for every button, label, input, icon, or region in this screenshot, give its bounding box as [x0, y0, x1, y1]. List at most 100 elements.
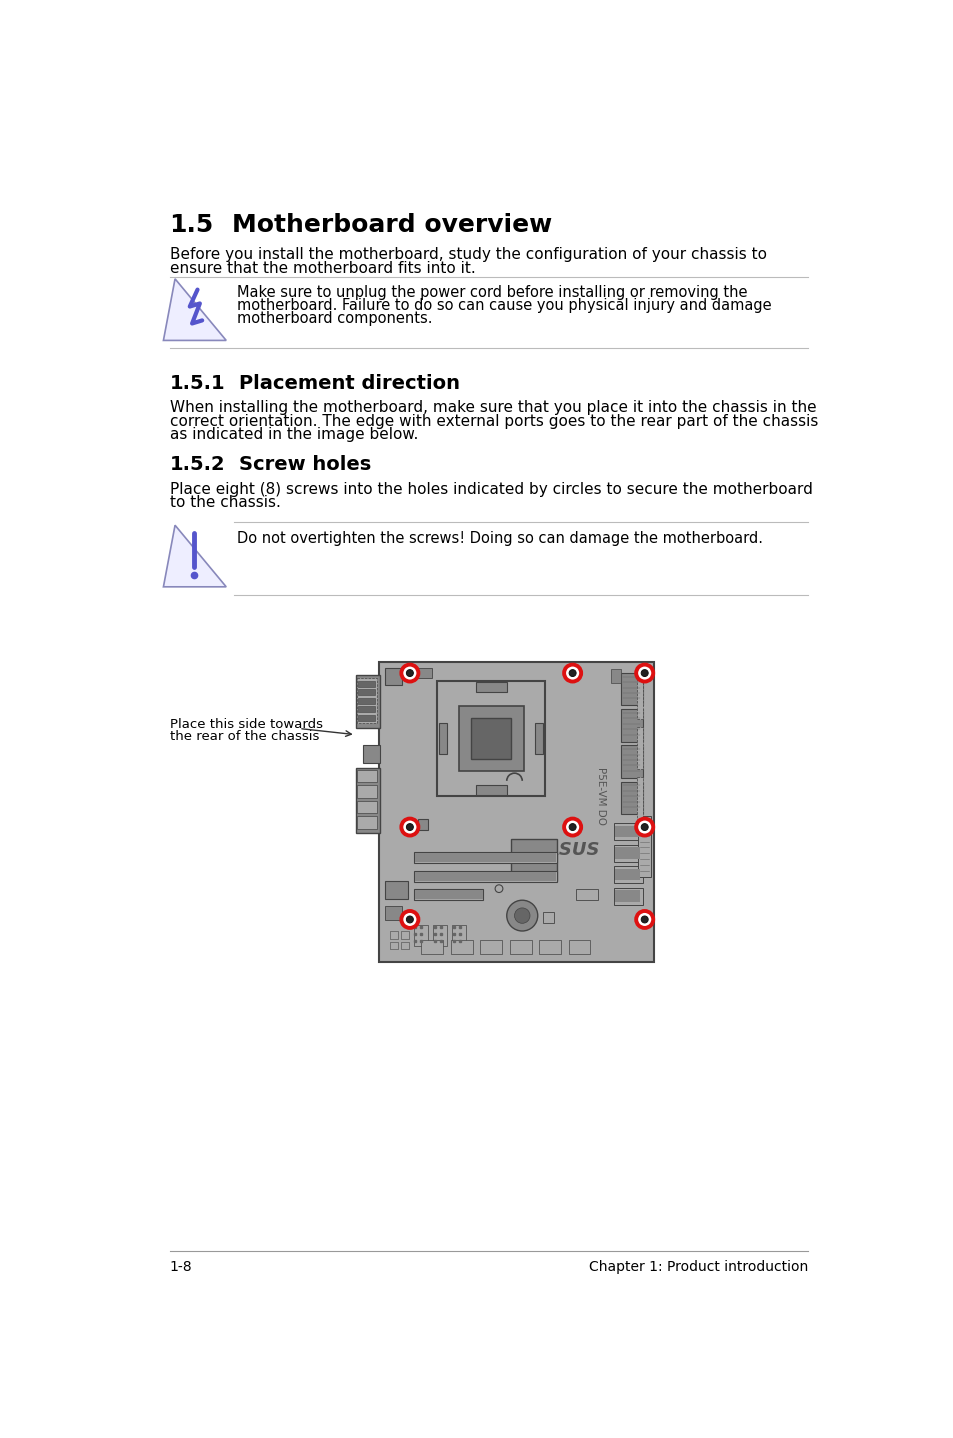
Bar	[414, 925, 427, 946]
Bar	[417, 820, 428, 830]
Bar	[415, 890, 482, 899]
Bar	[401, 930, 409, 939]
Circle shape	[640, 824, 647, 831]
Bar	[476, 785, 506, 795]
Bar	[535, 723, 542, 754]
Bar	[620, 673, 642, 706]
Text: When installing the motherboard, make sure that you place it into the chassis in: When installing the motherboard, make su…	[170, 400, 816, 416]
Text: 1.5.1: 1.5.1	[170, 374, 225, 394]
Bar	[357, 697, 375, 703]
Bar	[613, 866, 642, 883]
Text: correct orientation. The edge with external ports goes to the rear part of the c: correct orientation. The edge with exter…	[170, 414, 817, 429]
Bar	[414, 871, 557, 881]
Text: Make sure to unplug the power cord before installing or removing the: Make sure to unplug the power cord befor…	[236, 285, 747, 301]
Bar	[637, 677, 642, 719]
Bar	[476, 682, 506, 692]
Bar	[357, 706, 375, 712]
Bar	[637, 728, 642, 769]
Bar	[471, 719, 511, 758]
Text: 1.5.2: 1.5.2	[170, 456, 225, 475]
Text: Motherboard overview: Motherboard overview	[232, 213, 551, 237]
Bar	[390, 930, 397, 939]
Bar	[509, 940, 531, 953]
Bar	[417, 667, 431, 679]
Bar	[415, 853, 556, 863]
Bar	[576, 890, 598, 900]
Circle shape	[506, 900, 537, 930]
Circle shape	[569, 670, 576, 676]
Circle shape	[406, 916, 413, 923]
Circle shape	[636, 912, 653, 928]
Bar	[451, 940, 472, 953]
Text: Do not overtighten the screws! Doing so can damage the motherboard.: Do not overtighten the screws! Doing so …	[236, 531, 762, 545]
Text: the rear of the chassis: the rear of the chassis	[170, 731, 318, 743]
Bar	[357, 689, 375, 696]
Bar	[615, 847, 639, 858]
Circle shape	[636, 664, 653, 682]
Bar	[385, 881, 408, 899]
Bar	[620, 745, 642, 778]
Bar	[542, 912, 554, 923]
Circle shape	[406, 670, 413, 676]
Circle shape	[640, 670, 647, 676]
Bar	[615, 890, 639, 902]
Bar	[613, 823, 642, 840]
Text: Place eight (8) screws into the holes indicated by circles to secure the motherb: Place eight (8) screws into the holes in…	[170, 482, 812, 498]
Bar	[414, 853, 557, 863]
Bar	[356, 771, 377, 782]
Bar	[620, 782, 642, 814]
Bar	[611, 669, 620, 683]
Circle shape	[401, 912, 418, 928]
Text: as indicated in the image below.: as indicated in the image below.	[170, 427, 417, 441]
Circle shape	[563, 818, 580, 835]
Circle shape	[640, 916, 647, 923]
Bar	[356, 785, 377, 798]
Bar	[620, 709, 642, 742]
Bar	[390, 942, 397, 949]
Bar	[510, 838, 557, 881]
Circle shape	[514, 907, 530, 923]
Polygon shape	[163, 279, 226, 341]
Text: Place this side towards: Place this side towards	[170, 718, 322, 731]
Bar	[357, 715, 375, 720]
Text: Screw holes: Screw holes	[239, 456, 372, 475]
Bar	[421, 940, 443, 953]
Circle shape	[406, 824, 413, 831]
Bar	[637, 777, 642, 820]
Bar	[638, 815, 650, 877]
Bar	[458, 706, 523, 771]
Text: 1.5: 1.5	[170, 213, 213, 237]
Bar	[415, 871, 556, 881]
Circle shape	[495, 884, 502, 893]
Bar	[538, 940, 560, 953]
Bar	[480, 940, 501, 953]
Text: P5E-VM DO: P5E-VM DO	[596, 768, 606, 825]
Bar	[613, 844, 642, 861]
Bar	[355, 676, 380, 728]
Text: Chapter 1: Product introduction: Chapter 1: Product introduction	[588, 1260, 807, 1274]
Text: Before you install the motherboard, study the configuration of your chassis to: Before you install the motherboard, stud…	[170, 247, 766, 262]
Circle shape	[636, 818, 653, 835]
Bar	[356, 801, 377, 814]
Text: motherboard components.: motherboard components.	[236, 311, 432, 326]
Bar	[385, 906, 402, 920]
Text: 1-8: 1-8	[170, 1260, 193, 1274]
Text: ensure that the motherboard fits into it.: ensure that the motherboard fits into it…	[170, 262, 475, 276]
Bar	[613, 887, 642, 905]
Bar	[355, 768, 380, 833]
Text: Placement direction: Placement direction	[239, 374, 460, 394]
Bar	[433, 925, 447, 946]
Bar	[439, 723, 447, 754]
Bar	[385, 667, 402, 684]
Bar	[615, 825, 639, 837]
Bar	[356, 817, 377, 828]
Bar	[363, 745, 380, 764]
Text: ASUS: ASUS	[545, 841, 599, 858]
Bar	[378, 661, 654, 962]
Bar	[452, 925, 466, 946]
Circle shape	[401, 664, 418, 682]
Bar	[357, 680, 375, 687]
Bar	[401, 942, 409, 949]
Bar	[568, 940, 590, 953]
Bar	[436, 680, 545, 797]
